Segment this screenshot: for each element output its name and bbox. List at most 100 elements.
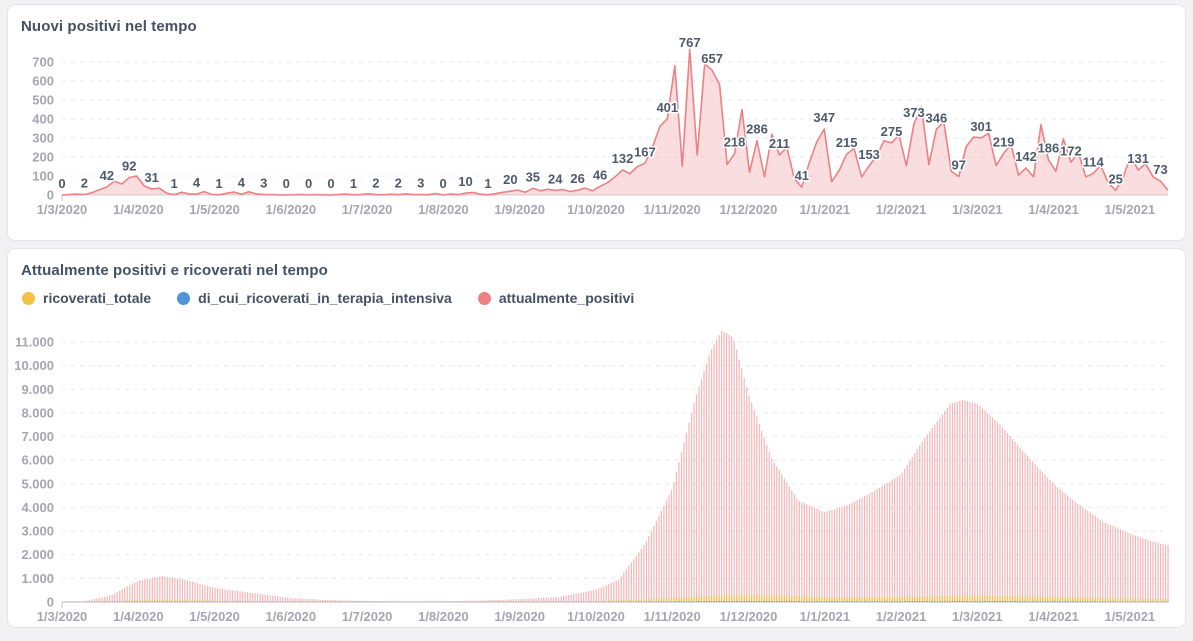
svg-text:1/5/2020: 1/5/2020 [189,202,240,217]
svg-text:218: 218 [724,135,746,150]
svg-text:373: 373 [903,105,925,120]
svg-text:1/11/2020: 1/11/2020 [644,609,701,624]
svg-text:2: 2 [372,176,379,191]
bars-di_cui_ricoverati_in_terapia_intensiva[interactable] [88,601,1169,602]
svg-text:657: 657 [701,51,723,66]
bars-ricoverati_totale[interactable] [68,595,1169,602]
legend-item-attualmente-positivi[interactable]: attualmente_positivi [477,290,635,306]
y-axis-labels: 0 1.000 2.000 3.000 4.000 5.000 6.000 7.000 8.00… [14,335,54,610]
svg-text:0: 0 [440,176,447,191]
svg-text:400: 400 [32,112,54,127]
svg-text:6.000: 6.000 [21,453,54,468]
chart-card-attualmente-positivi: Attualmente positivi e ricoverati nel te… [7,248,1186,628]
series-line[interactable] [61,48,1169,196]
series-area [62,49,1168,195]
svg-text:100: 100 [32,169,54,184]
svg-text:1/5/2021: 1/5/2021 [1105,202,1156,217]
svg-text:600: 600 [32,74,54,89]
svg-text:0: 0 [283,176,290,191]
svg-text:8.000: 8.000 [21,405,54,420]
svg-text:73: 73 [1153,162,1167,177]
svg-text:1/3/2020: 1/3/2020 [37,202,88,217]
svg-text:7.000: 7.000 [21,429,54,444]
svg-text:31: 31 [144,170,158,185]
legend-label: attualmente_positivi [498,290,635,306]
svg-text:25: 25 [1108,171,1122,186]
svg-text:172: 172 [1060,143,1082,158]
svg-text:200: 200 [32,150,54,165]
svg-text:300: 300 [32,131,54,146]
svg-text:500: 500 [32,93,54,108]
svg-text:401: 401 [656,100,678,115]
legend-swatch-yellow-icon [22,291,35,305]
legend-label: ricoverati_totale [43,290,152,306]
svg-text:24: 24 [548,171,563,186]
svg-text:1.000: 1.000 [21,571,54,586]
svg-text:4: 4 [238,175,246,190]
svg-text:167: 167 [634,144,656,159]
svg-text:3: 3 [417,175,424,190]
svg-text:10.000: 10.000 [14,358,54,373]
svg-text:211: 211 [769,136,790,151]
svg-text:10: 10 [458,174,472,189]
svg-text:5.000: 5.000 [21,476,54,491]
svg-text:700: 700 [32,55,54,70]
svg-text:1/4/2021: 1/4/2021 [1028,202,1079,217]
svg-text:215: 215 [836,135,858,150]
svg-text:2: 2 [395,176,402,191]
svg-text:2: 2 [81,176,88,191]
svg-text:1/8/2020: 1/8/2020 [418,609,469,624]
svg-text:0: 0 [47,595,54,610]
svg-text:0: 0 [58,176,65,191]
svg-text:97: 97 [952,158,966,173]
svg-text:1/1/2021: 1/1/2021 [799,609,850,624]
svg-text:346: 346 [925,110,947,125]
svg-text:131: 131 [1127,151,1149,166]
svg-text:1/4/2020: 1/4/2020 [113,609,164,624]
svg-text:219: 219 [993,134,1015,149]
svg-text:1/12/2020: 1/12/2020 [720,609,778,624]
svg-text:142: 142 [1015,149,1037,164]
svg-text:1/6/2020: 1/6/2020 [266,202,317,217]
gridlines [62,341,1168,579]
svg-text:1/6/2020: 1/6/2020 [266,609,317,624]
svg-text:1/11/2020: 1/11/2020 [644,202,701,217]
x-axis-labels: 1/3/2020 1/4/2020 1/5/2020 1/6/2020 1/7/2020… [37,202,1155,217]
svg-text:132: 132 [612,151,634,166]
svg-text:1/2/2021: 1/2/2021 [876,609,927,624]
svg-text:1/10/2020: 1/10/2020 [567,609,625,624]
svg-text:1/7/2020: 1/7/2020 [342,609,393,624]
gridlines [62,61,1168,177]
dashboard: Nuovi positivi nel tempo 0 100 200 300 400 50… [7,4,1186,628]
svg-text:347: 347 [813,110,835,125]
x-axis-labels: 1/3/2020 1/4/2020 1/5/2020 1/6/2020 1/7/2020… [37,609,1155,624]
chart-title-attualmente-positivi: Attualmente positivi e ricoverati nel te… [21,262,328,279]
svg-text:4: 4 [193,175,201,190]
legend-item-ricoverati-totale[interactable]: ricoverati_totale [22,290,151,306]
svg-text:1/2/2021: 1/2/2021 [876,202,927,217]
svg-text:3: 3 [260,175,267,190]
svg-text:0: 0 [305,176,312,191]
svg-text:92: 92 [122,159,136,174]
legend-item-terapia-intensiva[interactable]: di_cui_ricoverati_in_terapia_intensiva [177,290,452,306]
svg-text:1: 1 [215,176,222,191]
svg-text:767: 767 [679,35,701,50]
svg-text:35: 35 [526,169,540,184]
svg-text:1/4/2021: 1/4/2021 [1028,609,1079,624]
svg-text:1/5/2021: 1/5/2021 [1105,609,1156,624]
svg-text:114: 114 [1083,154,1105,169]
svg-text:20: 20 [503,172,517,187]
svg-text:1/4/2020: 1/4/2020 [113,202,164,217]
svg-text:42: 42 [100,168,114,183]
svg-text:1/7/2020: 1/7/2020 [342,202,393,217]
svg-text:9.000: 9.000 [21,382,54,397]
chart-card-nuovi-positivi: Nuovi positivi nel tempo 0 100 200 300 400 50… [7,4,1186,241]
svg-text:286: 286 [746,122,768,137]
bars-attualmente_positivi[interactable] [66,330,1169,602]
svg-text:2.000: 2.000 [21,547,54,562]
attualmente-positivi-bar-chart[interactable]: 0 1.000 2.000 3.000 4.000 5.000 6.000 7.000 8.00… [8,306,1185,628]
svg-text:41: 41 [795,168,809,183]
legend-swatch-blue-icon [177,291,191,305]
